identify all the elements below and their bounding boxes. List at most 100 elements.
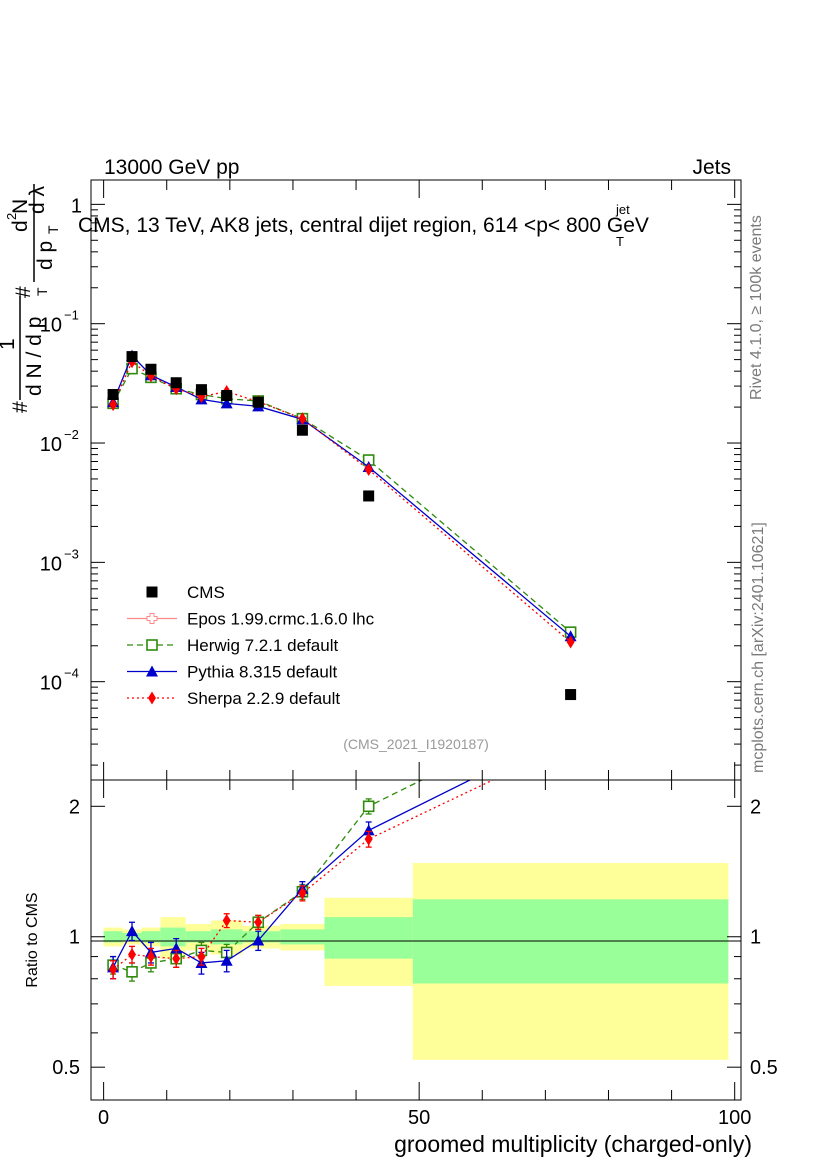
ratio-series-4	[109, 736, 575, 980]
ratio-point	[222, 914, 231, 928]
legend-marker	[146, 613, 158, 624]
ylabel-hash-1: #	[9, 401, 32, 413]
data-point	[363, 490, 375, 502]
ylabel-dlambda: d λ	[26, 185, 49, 214]
legend-marker	[148, 691, 156, 705]
ratio-y-tick-label-right: 0.5	[750, 1057, 778, 1079]
data-point	[565, 689, 577, 701]
ratio-axes-layer: 0 50 100 2 2 1 1 0.5 0.5	[52, 780, 778, 1129]
ratio-line	[112, 780, 495, 971]
data-point	[107, 389, 119, 401]
ratio-y-tick-label-right: 2	[750, 796, 761, 818]
analysis-id-watermark: (CMS_2021_I1920187)	[343, 736, 489, 752]
data-point	[298, 412, 307, 426]
ratio-series-layer	[107, 724, 577, 982]
ratio-point	[362, 800, 375, 813]
series-line	[112, 354, 572, 637]
ratio-point	[565, 724, 577, 735]
plot-title: CMS, 13 TeV, AK8 jets, central dijet reg…	[78, 214, 649, 237]
ratio-band-inner	[324, 917, 413, 959]
x-tick-label: 50	[408, 1107, 430, 1129]
ratio-point	[567, 736, 575, 749]
series-0	[107, 351, 577, 701]
main-series-layer	[107, 349, 577, 701]
y-tick-label: 10	[40, 315, 62, 337]
ylabel-one: 1	[0, 338, 19, 350]
y-tick-label: 10	[40, 673, 62, 695]
legend-marker	[146, 639, 158, 651]
y-tick-label: 10	[40, 553, 62, 575]
data-point	[364, 462, 373, 476]
ratio-band-inner	[141, 931, 161, 943]
ylabel-hash-2: #	[12, 286, 35, 298]
plot-title-var: p	[536, 214, 548, 237]
data-point	[126, 351, 138, 363]
ylabel-d2n-n: N	[9, 199, 32, 214]
y-tick-label: 10	[40, 434, 62, 456]
ratio-point	[172, 952, 181, 966]
data-point	[145, 363, 157, 375]
ratio-y-axis-label: Ratio to CMS	[24, 892, 41, 987]
x-tick-label: 0	[98, 1107, 109, 1129]
ratio-point	[128, 947, 137, 961]
data-point	[252, 396, 264, 408]
legend-marker	[146, 586, 158, 598]
ratio-band-inner	[185, 931, 211, 943]
ylabel-dpt: d p	[34, 241, 57, 270]
ratio-point	[126, 966, 138, 978]
y-tick-label-exponent: −1	[64, 308, 79, 323]
y-axis-label: # 1 d N / d p T # d 2 N d p T d λ	[0, 184, 61, 413]
series-2	[107, 362, 577, 638]
ratio-point	[362, 824, 375, 836]
ratio-point	[298, 886, 307, 900]
ratio-y-tick-label: 0.5	[52, 1057, 80, 1079]
data-point	[221, 390, 233, 402]
ratio-panel-frame	[90, 779, 742, 1101]
plot-title-suffix: < 800 GeV	[548, 214, 649, 237]
series-line	[112, 367, 572, 633]
data-point	[566, 635, 575, 649]
ratio-panel: 0 50 100 2 2 1 1 0.5 0.5 Ratio to CMS	[24, 724, 778, 1129]
ratio-point	[126, 925, 139, 937]
legend: CMS Epos 1.99.crmc.1.6.0 lhc Herwig 7.2.1 …	[127, 583, 375, 708]
data-point	[296, 424, 308, 436]
legend-label: Epos 1.99.crmc.1.6.0 lhc	[187, 610, 375, 629]
x-tick-label: 100	[718, 1107, 751, 1129]
rivet-version-label: Rivet 4.1.0, ≥ 100k events	[748, 215, 765, 400]
ratio-band-layer	[103, 862, 729, 1060]
ylabel-d2n-d: d	[9, 220, 32, 232]
main-axes-layer: 110−110−210−310−4	[40, 180, 741, 780]
y-tick-label: 1	[71, 195, 82, 217]
y-tick-label-exponent: −4	[64, 666, 79, 681]
header-left-label: 13000 GeV pp	[104, 156, 239, 179]
ratio-point	[254, 915, 263, 929]
ylabel-dn-dpt: d N / d p	[23, 317, 46, 396]
ratio-line	[112, 780, 424, 973]
data-point	[170, 377, 182, 389]
ratio-point	[146, 950, 155, 964]
main-panel: 110−110−210−310−4 CMS, 13 TeV, AK8 jets,…	[40, 179, 742, 781]
data-point	[109, 398, 118, 412]
header-right-label: Jets	[692, 156, 731, 179]
ratio-point	[197, 950, 206, 964]
ratio-point	[364, 832, 373, 846]
y-tick-label-exponent: −3	[64, 546, 79, 561]
data-point	[220, 397, 233, 409]
ratio-y-tick-label: 1	[69, 927, 80, 949]
ratio-point	[252, 934, 265, 946]
mcplots-reference-label: mcplots.cern.ch [arXiv:2401.10621]	[750, 522, 767, 773]
ratio-point	[109, 963, 118, 977]
plot-title-subscript: T	[616, 234, 624, 249]
series-4	[109, 355, 575, 649]
ratio-line	[112, 780, 472, 968]
ratio-y-tick-label-right: 1	[750, 927, 761, 949]
ratio-point	[220, 954, 233, 966]
series-line	[112, 360, 572, 643]
ylabel-dpt-sub: T	[45, 225, 61, 234]
ratio-y-tick-label: 2	[69, 796, 80, 818]
ratio-band-inner	[160, 927, 186, 947]
y-tick-label-exponent: −2	[64, 427, 79, 442]
legend-marker	[146, 665, 158, 677]
plot-title-superscript: jet	[615, 202, 630, 217]
